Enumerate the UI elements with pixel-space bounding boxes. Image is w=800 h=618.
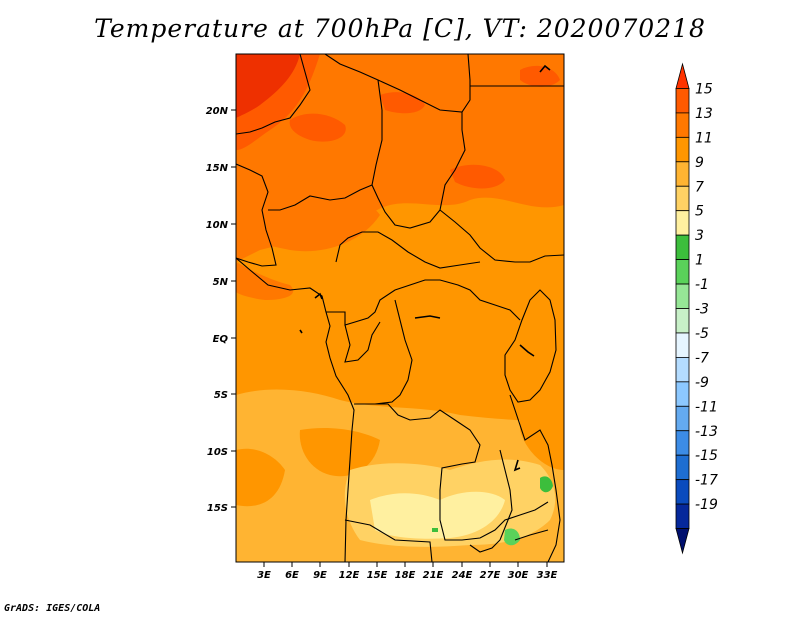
lon-label: 12E xyxy=(339,570,360,581)
lakes xyxy=(299,64,551,472)
colorbar-swatch xyxy=(675,259,690,285)
colorbar-swatch xyxy=(675,405,690,432)
lat-tick-5s: 5S xyxy=(214,390,236,401)
lat-tick-15n: 15N xyxy=(206,163,236,174)
colorbar-label: 15 xyxy=(695,81,713,97)
colorbar-label: 9 xyxy=(695,155,704,171)
lon-label: 18E xyxy=(395,570,416,581)
colorbar-label: 7 xyxy=(695,179,704,195)
lon-label: 33E xyxy=(537,570,558,581)
lat-label: 5N xyxy=(213,277,229,288)
chart-title: Temperature at 700hPa [C], VT: 202007021… xyxy=(94,14,706,43)
lon-label: 21E xyxy=(423,570,444,581)
colorbar-label: -7 xyxy=(695,350,709,366)
colorbar-label: 5 xyxy=(695,204,704,220)
lat-tick-10s: 10S xyxy=(207,447,236,458)
colorbar-swatch xyxy=(675,185,690,212)
colorbar-swatch xyxy=(675,308,690,334)
lon-tick-6e: 6E xyxy=(285,562,299,581)
colorbar-swatch xyxy=(675,356,690,383)
colorbar-label: -3 xyxy=(695,302,709,318)
colorbar-label: -15 xyxy=(695,448,718,464)
colorbar-label: -1 xyxy=(695,277,709,293)
colorbar-swatch xyxy=(675,479,690,505)
colorbar-label: -9 xyxy=(695,375,709,391)
lon-tick-33e: 33E xyxy=(537,562,558,581)
colorbar-label: 13 xyxy=(695,106,713,122)
lat-label: EQ xyxy=(213,334,229,345)
lon-tick-18e: 18E xyxy=(395,562,416,581)
colorbar-swatch xyxy=(675,528,690,555)
colorbar-swatch xyxy=(675,234,690,260)
lat-label: 10S xyxy=(207,447,228,458)
colorbar-swatch xyxy=(675,112,690,138)
credit-text: GrADS: IGES/COLA xyxy=(4,603,101,614)
country-borders xyxy=(236,54,564,562)
colorbar-label: -5 xyxy=(695,326,709,342)
lon-tick-15e: 15E xyxy=(367,562,388,581)
lon-tick-9e: 9E xyxy=(313,562,327,581)
lat-tick-5n: 5N xyxy=(213,277,236,288)
lat-tick-10n: 10N xyxy=(206,220,236,231)
lon-label: 30E xyxy=(508,570,529,581)
lat-label: 10N xyxy=(206,220,229,231)
lon-label: 6E xyxy=(285,570,299,581)
lon-tick-3e: 3E xyxy=(257,562,271,581)
latitude-axis: 20N 15N 10N 5N EQ 5S 10S 15S xyxy=(206,106,236,514)
colorbar-label: -19 xyxy=(695,497,718,513)
lat-label: 20N xyxy=(206,106,229,117)
colorbar-swatch xyxy=(675,210,690,236)
lon-tick-12e: 12E xyxy=(339,562,360,581)
colorbar-swatch xyxy=(675,283,690,309)
colorbar-label: 3 xyxy=(695,228,704,244)
colorbar-swatch xyxy=(675,454,690,481)
lat-label: 15N xyxy=(206,163,229,174)
lon-label: 3E xyxy=(257,570,271,581)
colorbar-label: 11 xyxy=(695,130,713,146)
lon-tick-24e: 24E xyxy=(452,562,473,581)
lon-tick-27e: 27E xyxy=(480,562,501,581)
longitude-axis: 3E 6E 9E 12E 15E 18E 21E 24E 27E 30E 33E xyxy=(257,562,558,581)
colorbar-swatch xyxy=(675,381,690,407)
lat-label: 5S xyxy=(214,390,228,401)
lon-label: 27E xyxy=(480,570,501,581)
colorbar-label: -11 xyxy=(695,399,718,415)
colorbar-swatch xyxy=(675,62,690,89)
colorbar-label: -17 xyxy=(695,473,718,489)
lon-label: 9E xyxy=(313,570,327,581)
map-frame xyxy=(235,53,565,563)
colorbar-label: 1 xyxy=(695,253,704,269)
temperature-field xyxy=(236,54,564,562)
colorbar-swatch xyxy=(675,88,690,114)
lon-tick-30e: 30E xyxy=(508,562,529,581)
colorbar-swatch xyxy=(675,136,690,163)
colorbar-swatch xyxy=(675,430,690,456)
colorbar-label: -13 xyxy=(695,424,718,440)
lat-label: 15S xyxy=(207,503,228,514)
colorbar: 15 13 11 9 7 5 3 1 -1 -3 -5 -7 -9 -11 -13 -15 -17 -19 xyxy=(675,62,718,555)
lat-tick-eq: EQ xyxy=(213,334,236,345)
colorbar-swatch xyxy=(675,332,690,358)
lat-tick-20n: 20N xyxy=(206,106,236,117)
colorbar-swatch xyxy=(675,503,690,529)
lon-tick-21e: 21E xyxy=(423,562,444,581)
lon-label: 15E xyxy=(367,570,388,581)
lon-label: 24E xyxy=(452,570,473,581)
colorbar-swatch xyxy=(675,161,690,187)
lat-tick-15s: 15S xyxy=(207,503,236,514)
